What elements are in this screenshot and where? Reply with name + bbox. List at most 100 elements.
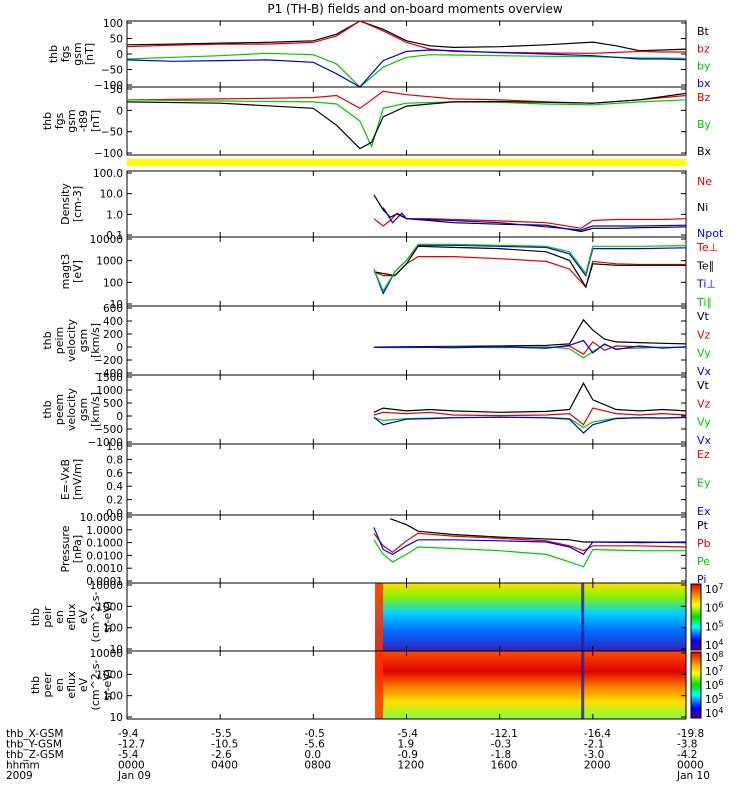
series-line-Vt xyxy=(373,382,687,413)
legend-label: Vy xyxy=(697,416,711,429)
footer-row-label: thb_Y-GSM xyxy=(6,739,62,751)
footer-value: -19.8 xyxy=(677,728,704,740)
footer-value: 2000 xyxy=(584,760,611,772)
footer-value: 1600 xyxy=(491,760,518,772)
legend-label: Te∥ xyxy=(696,259,714,272)
y-tick-label: 0.0001 xyxy=(86,576,123,588)
colorbar-tick-label: 108 xyxy=(705,650,723,664)
y-tick-label: 1.0000 xyxy=(86,525,123,537)
legend-label: Vt xyxy=(697,379,710,392)
legend-label: Pt xyxy=(697,519,709,532)
legend-label: Ex xyxy=(697,505,711,518)
y-tick-label: 100 xyxy=(103,18,123,30)
series-line-Pt xyxy=(389,518,687,544)
legend-label: Pe xyxy=(697,555,710,568)
panel-efield: 1.00.8 0.60.4 0.20.0 E=-VxB[mV/m] Ez Ey Ex xyxy=(59,441,711,520)
y-tick-label: 1000 xyxy=(96,601,123,613)
footer-row-label: thb_X-GSM xyxy=(6,728,63,740)
footer-value: 0000 xyxy=(677,760,704,772)
y-tick-label: 0 xyxy=(116,49,123,61)
y-axis-label: thbfgsgsm-t89[nT] xyxy=(41,109,102,132)
footer-value: 0400 xyxy=(211,760,238,772)
y-tick-label: 0.0010 xyxy=(86,563,123,575)
legend-label: By xyxy=(697,118,712,131)
y-tick-label: 1.0 xyxy=(106,441,123,453)
footer-value: 0000 xyxy=(118,760,145,772)
series-line-Vz xyxy=(373,407,687,426)
y-tick-label: 10 xyxy=(110,299,123,311)
colorbar-tick-label: 106 xyxy=(705,678,723,692)
legend-label: bx xyxy=(697,77,711,90)
y-tick-label: −1000 xyxy=(87,437,123,449)
colorbar-tick-label: 107 xyxy=(705,582,723,596)
footer-value: 1200 xyxy=(398,760,425,772)
legend-label: Te⊥ xyxy=(696,241,718,254)
footer-value: -10.5 xyxy=(211,739,238,751)
panel-fgs-dsl: 50 0 −50 −100 thbfgsgsm-t89[nT] Bz By Bx xyxy=(41,84,712,160)
panel-frame xyxy=(126,86,687,156)
series-line-Npot xyxy=(382,207,687,231)
y-tick-label: 10000 xyxy=(90,648,123,660)
footer-value: -3.8 xyxy=(677,739,698,751)
y-tick-label: 0.6 xyxy=(106,468,123,480)
y-axis-label: thbpeerenefluxeV(cm^2-s-sr-eV) xyxy=(29,660,114,711)
panel-pressure: 10.00001.00000.10000.01000.00100.0001Pre… xyxy=(59,512,711,588)
footer-value: -5.4 xyxy=(118,749,139,761)
panel-frame xyxy=(126,443,687,516)
y-tick-label: −200 xyxy=(94,355,123,367)
series-line-by xyxy=(126,52,687,88)
footer-value: 0.0 xyxy=(304,749,321,761)
y-tick-label: 0.1000 xyxy=(86,538,123,550)
legend-label: Npot xyxy=(697,227,724,240)
spectrogram-image xyxy=(375,651,686,719)
series-line-Ti⊥ xyxy=(373,244,687,295)
y-tick-label: 100 xyxy=(103,277,123,289)
colorbar-tick-label: 105 xyxy=(705,692,723,706)
y-tick-label: −50 xyxy=(101,65,123,77)
y-tick-label: 100.0 xyxy=(93,168,123,180)
footer-value: Jan 09 xyxy=(117,770,151,782)
footer-value: -2.6 xyxy=(211,749,232,761)
legend-label: Bx xyxy=(697,145,712,158)
y-axis-label: thbfgsgsm[nT] xyxy=(47,42,96,65)
footer-value: -9.4 xyxy=(118,728,139,740)
colorbar-tick-label: 104 xyxy=(705,638,723,652)
y-tick-label: −500 xyxy=(94,424,123,436)
y-tick-label: 100 xyxy=(103,691,123,703)
footer-value: 1.9 xyxy=(398,739,415,751)
series-line-Te∥ xyxy=(373,245,686,289)
y-tick-label: −400 xyxy=(94,368,123,380)
legend-label: Vx xyxy=(697,365,712,378)
footer-value: -4.2 xyxy=(677,749,698,761)
colorbar xyxy=(690,651,702,719)
footer-value: Jan 10 xyxy=(676,770,710,782)
y-tick-label: 500 xyxy=(103,398,123,410)
y-tick-label: 10.0 xyxy=(100,189,123,201)
series-line-bz xyxy=(126,20,686,54)
y-tick-label: 600 xyxy=(103,303,123,315)
series-line-By xyxy=(126,99,687,149)
panel-peir-spec: 107 106 105 104 10000 1000 100 10thbpeireneflux… xyxy=(29,580,723,656)
legend-label: Vx xyxy=(697,434,712,447)
legend-label: Pb xyxy=(697,537,711,550)
series-line-Vx xyxy=(373,339,687,354)
legend-label: Ti⊥ xyxy=(696,278,716,291)
footer-value: -0.9 xyxy=(398,749,419,761)
panel-fgs: 100 50 0 −50 −100 thbfgsgsm[nT] Bt bz by bx xyxy=(47,18,711,92)
footer-value: 0800 xyxy=(304,760,331,772)
y-tick-label: 0.8 xyxy=(106,454,123,466)
panel-frame xyxy=(126,170,687,238)
y-tick-label: −50 xyxy=(101,127,123,139)
panel-frame xyxy=(126,305,687,376)
y-tick-label: 10000 xyxy=(90,234,123,246)
footer-value: -5.5 xyxy=(211,728,232,740)
y-axis-label: thbpeimvelocitygsm[km/s] xyxy=(41,319,102,362)
y-tick-label: 10000 xyxy=(90,580,123,592)
legend-label: Vz xyxy=(697,328,711,341)
panel-frame xyxy=(126,374,687,445)
legend-label: Ez xyxy=(697,448,710,461)
footer-value: -16.4 xyxy=(584,728,611,740)
y-axis-label: magt3[eV] xyxy=(59,254,84,290)
